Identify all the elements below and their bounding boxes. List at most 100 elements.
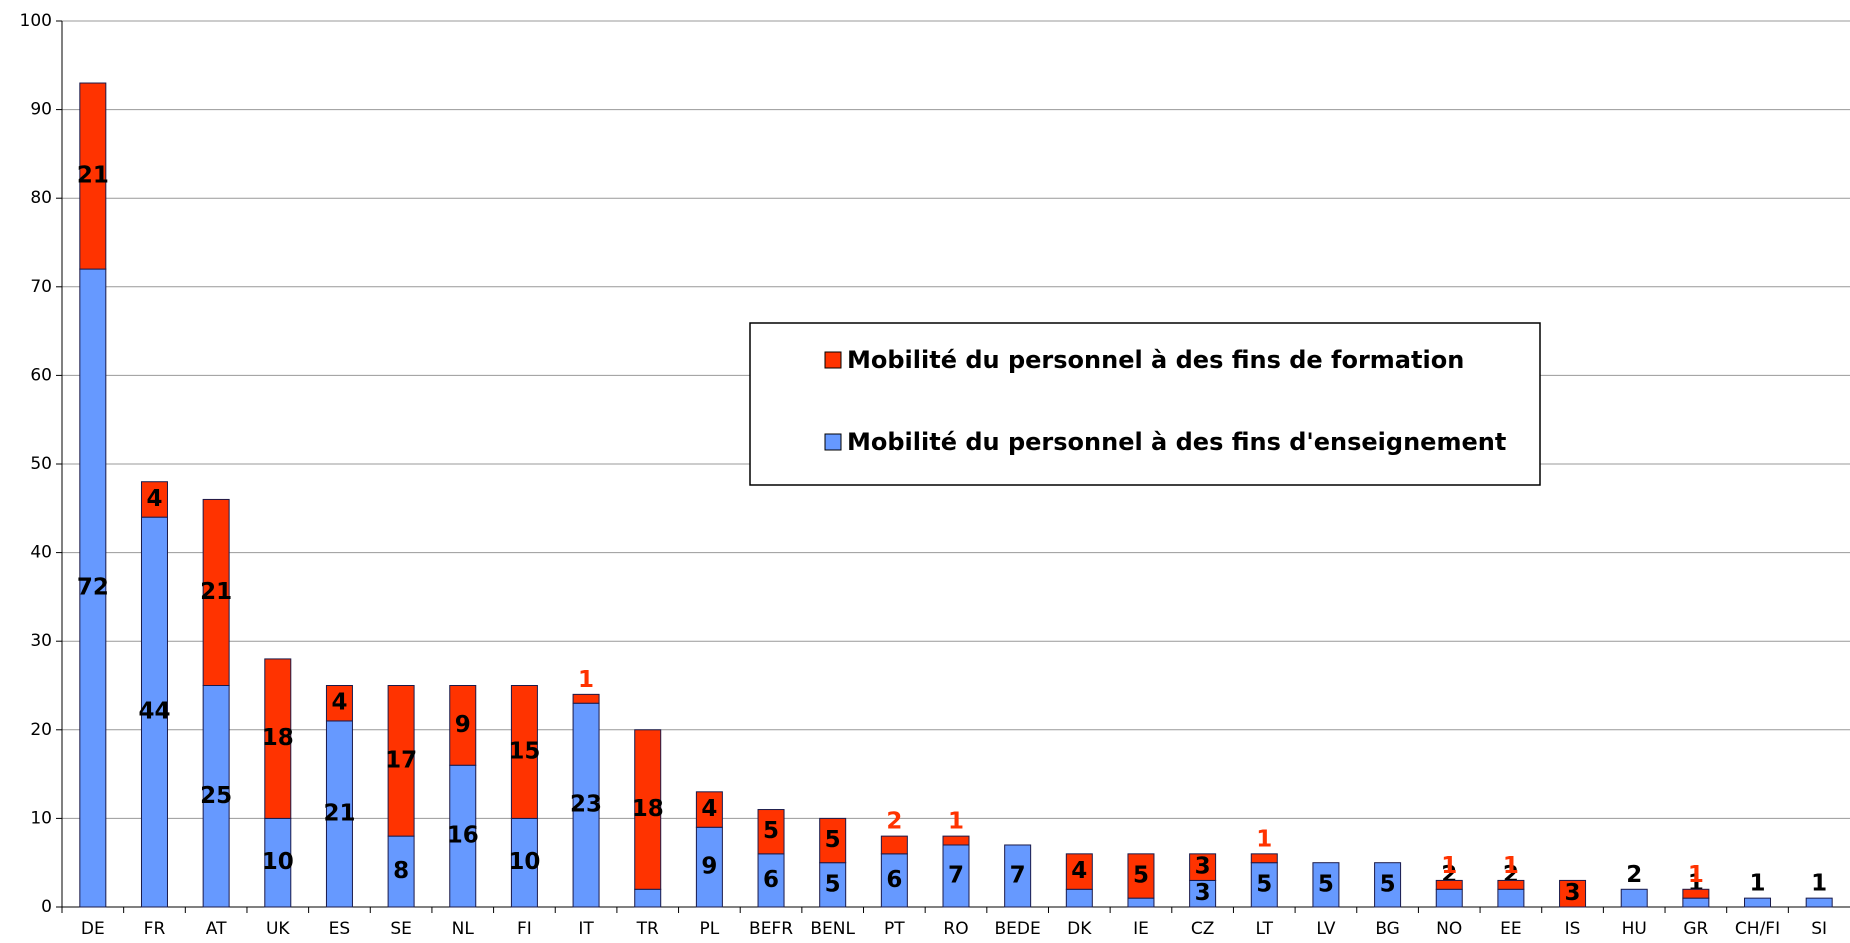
bar-segment	[942, 835, 970, 846]
data-label: 5	[1133, 862, 1149, 888]
legend-box	[749, 322, 1541, 486]
data-label: 5	[1380, 871, 1396, 897]
bar-segment	[140, 481, 168, 518]
data-label: 9	[455, 712, 471, 738]
data-label: 7	[1010, 862, 1026, 888]
x-tick-label: FR	[144, 919, 166, 939]
x-tick-label: UK	[266, 919, 290, 939]
bar-segment	[1250, 853, 1278, 864]
bar-segment	[1250, 862, 1278, 908]
data-label: 1	[1503, 853, 1519, 879]
bar-segment	[1682, 888, 1710, 899]
bar-segment	[449, 685, 477, 766]
data-label: 5	[825, 827, 841, 853]
data-label: 6	[886, 867, 902, 893]
x-tick-label: IT	[578, 919, 594, 939]
y-tick-label: 70	[30, 277, 52, 297]
x-tick-label: ES	[329, 919, 351, 939]
y-tick-label: 90	[30, 100, 52, 120]
data-label: 1	[1811, 871, 1827, 897]
bar-segment	[264, 658, 292, 819]
bar-segment	[1065, 888, 1093, 908]
y-tick-label: 30	[30, 631, 52, 651]
x-tick-label: SI	[1811, 919, 1827, 939]
data-label: 17	[385, 747, 417, 773]
data-label: 8	[393, 858, 409, 884]
x-tick-label: CH/FI	[1735, 919, 1780, 939]
data-label: 4	[331, 690, 347, 716]
x-tick-label: BEDE	[995, 919, 1041, 939]
data-label: 1	[1750, 871, 1766, 897]
data-label: 4	[701, 796, 717, 822]
bar-segment	[202, 498, 230, 686]
x-tick-label: BG	[1375, 919, 1400, 939]
bar-segment	[79, 82, 107, 270]
legend-label: Mobilité du personnel à des fins de form…	[847, 346, 1464, 374]
data-label: 7	[948, 862, 964, 888]
data-label: 44	[138, 699, 170, 725]
bar-segment	[387, 835, 415, 908]
data-label: 3	[1195, 854, 1211, 880]
bar-segment	[634, 888, 662, 908]
bar-segment	[1805, 897, 1833, 908]
x-tick-label: IS	[1565, 919, 1581, 939]
x-tick-label: BENL	[810, 919, 855, 939]
data-label: 2	[886, 809, 902, 835]
x-tick-label: IE	[1133, 919, 1149, 939]
bar-segment	[1497, 888, 1525, 908]
data-label: 16	[447, 823, 479, 849]
x-tick-label: PL	[700, 919, 720, 939]
x-tick-label: SE	[390, 919, 412, 939]
bar-segment	[1065, 853, 1093, 890]
x-tick-label: NL	[452, 919, 475, 939]
y-tick-label: 80	[30, 188, 52, 208]
x-tick-label: GR	[1683, 919, 1708, 939]
data-label: 4	[146, 486, 162, 512]
bar-segment	[140, 516, 168, 908]
bar-segment	[942, 844, 970, 908]
x-tick-label: NO	[1436, 919, 1462, 939]
bar-segment	[264, 817, 292, 908]
bar-segment	[1312, 862, 1340, 908]
bar-segment	[325, 720, 353, 908]
data-label: 5	[1256, 871, 1272, 897]
bar-segment	[1435, 888, 1463, 908]
data-label: 21	[200, 579, 232, 605]
x-tick-label: FI	[517, 919, 532, 939]
bar-segment	[757, 809, 785, 855]
y-tick-label: 40	[30, 543, 52, 563]
data-label: 1	[578, 667, 594, 693]
y-tick-label: 10	[30, 808, 52, 828]
legend-swatch	[824, 433, 842, 451]
data-label: 4	[1071, 858, 1087, 884]
bar-segment	[325, 685, 353, 722]
data-label: 18	[262, 725, 294, 751]
bar-segment	[1559, 879, 1587, 908]
bar-segment	[634, 729, 662, 890]
data-label: 6	[763, 867, 779, 893]
data-label: 3	[1565, 880, 1581, 906]
bar-segment	[1374, 862, 1402, 908]
data-label: 25	[200, 783, 232, 809]
x-tick-label: TR	[636, 919, 659, 939]
data-label: 15	[508, 738, 540, 764]
data-label: 23	[570, 792, 602, 818]
x-tick-label: DK	[1067, 919, 1092, 939]
bar-segment	[880, 853, 908, 908]
data-label: 10	[508, 849, 540, 875]
data-label: 1	[1256, 826, 1272, 852]
x-tick-label: DE	[81, 919, 105, 939]
bar-segment	[572, 702, 600, 908]
bar-segment	[1127, 897, 1155, 908]
x-tick-label: PT	[884, 919, 905, 939]
data-label: 2	[1626, 862, 1642, 888]
bar-segment	[572, 693, 600, 704]
data-label: 72	[77, 575, 109, 601]
x-tick-label: AT	[206, 919, 227, 939]
data-label: 1	[1441, 853, 1457, 879]
bar-segment	[1127, 853, 1155, 899]
bar-segment	[1435, 879, 1463, 890]
bar-segment	[1004, 844, 1032, 908]
data-label: 21	[77, 163, 109, 189]
